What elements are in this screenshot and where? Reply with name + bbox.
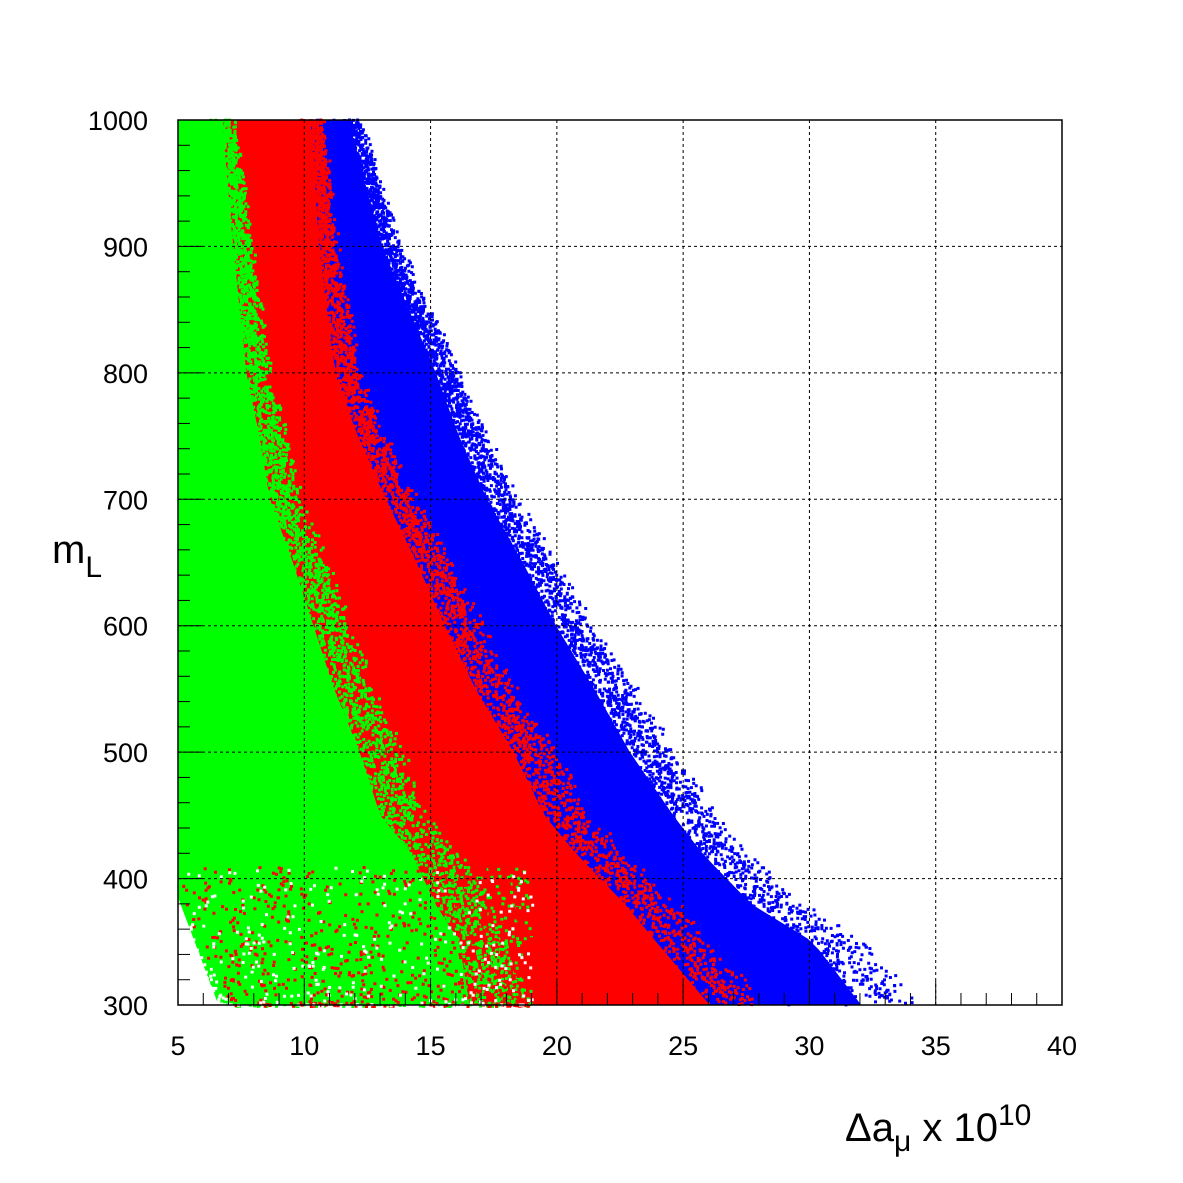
y-tick-label: 400 — [103, 865, 148, 895]
x-tick-label: 25 — [668, 1031, 698, 1061]
x-tick-label: 10 — [289, 1031, 319, 1061]
series-3-core — [178, 120, 470, 1005]
x-tick-label: 40 — [1047, 1031, 1077, 1061]
x-tick-label: 35 — [921, 1031, 951, 1061]
y-tick-label: 300 — [103, 991, 148, 1021]
tick-labels: 5 10 15 20 25 30 35 40 300 400 500 600 700 800 900 1000 — [88, 106, 1077, 1061]
corner-gap — [178, 897, 219, 1005]
x-tick-label: 20 — [542, 1031, 572, 1061]
x-tick-label: 30 — [794, 1031, 824, 1061]
speckle-white — [178, 866, 535, 1008]
y-tick-label: 600 — [103, 612, 148, 642]
y-tick-label: 700 — [103, 485, 148, 515]
axis-ticks — [177, 119, 1063, 1006]
x-tick-label: 5 — [170, 1031, 185, 1061]
speckle-green — [178, 866, 533, 1008]
x-axis-title: Δaμ x 1010 — [845, 1099, 1031, 1158]
y-tick-label: 500 — [103, 738, 148, 768]
y-tick-label: 900 — [103, 232, 148, 262]
y-tick-label: 1000 — [88, 106, 148, 136]
data-points — [178, 118, 914, 1008]
y-axis-title: mL — [52, 528, 102, 584]
series-3-region — [178, 118, 525, 1007]
low-mass-speckle — [178, 866, 535, 1008]
series-1-points — [314, 118, 914, 1007]
series-2-points — [268, 118, 754, 1007]
plot-frame — [177, 119, 1063, 1006]
y-tick-label: 800 — [103, 359, 148, 389]
x-tick-label: 15 — [416, 1031, 446, 1061]
